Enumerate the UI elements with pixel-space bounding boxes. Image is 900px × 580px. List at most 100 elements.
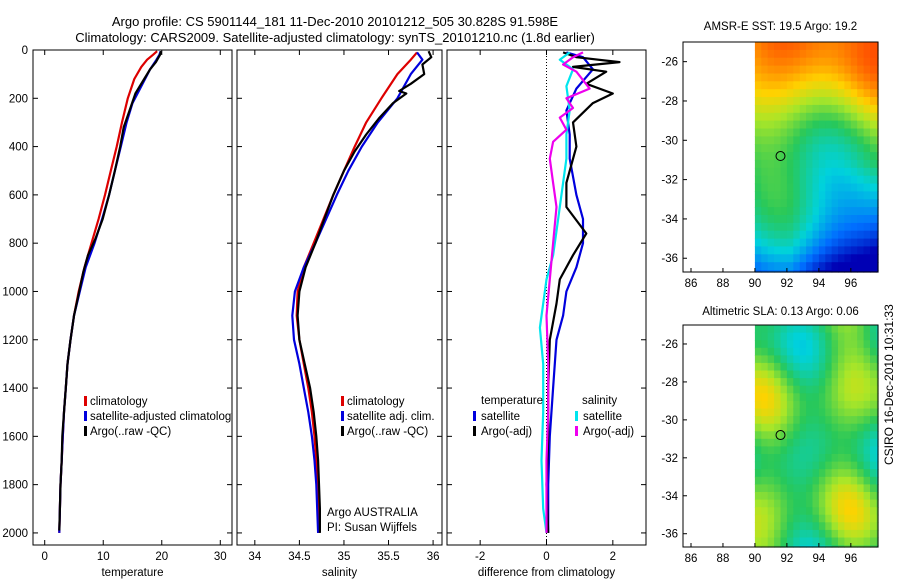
heat-cell [838, 152, 845, 161]
heat-cell [863, 215, 871, 224]
y-tick-label: -32 [661, 175, 678, 187]
heat-cell [774, 112, 782, 122]
heat-cell [806, 529, 814, 539]
heat-cell [838, 254, 845, 263]
heat-cell [838, 57, 845, 67]
heat-cell [754, 469, 762, 478]
heat-cell [812, 469, 820, 478]
heat-cell [857, 347, 865, 356]
heat-cell [761, 159, 769, 169]
heat-cell [831, 128, 839, 137]
heat-cell [799, 230, 807, 240]
heat-cell [806, 325, 814, 334]
x-tick-label: 10 [97, 551, 110, 563]
heat-cell [838, 340, 845, 349]
heat-cell [857, 97, 865, 106]
heat-cell [825, 89, 833, 98]
heat-cell [857, 507, 865, 516]
heat-cell [774, 400, 782, 410]
heat-cell [786, 507, 794, 516]
heat-cell [844, 152, 852, 161]
heat-cell [831, 222, 839, 232]
heat-cell [774, 332, 782, 341]
heat-cell [786, 254, 794, 263]
heat-cell [857, 514, 865, 523]
x-tick-label: 92 [780, 278, 793, 290]
heat-cell [780, 484, 788, 493]
heat-cell [806, 207, 814, 216]
heat-cell [780, 431, 788, 440]
heat-cell [793, 222, 801, 232]
heat-cell [774, 370, 782, 379]
heat-cell [806, 400, 814, 410]
heat-cell [838, 469, 845, 478]
heat-cell [767, 416, 775, 425]
heat-cell [825, 246, 833, 255]
heat-cell [850, 230, 858, 240]
heat-cell [780, 385, 788, 394]
heat-cell [806, 136, 814, 145]
heat-cell [767, 175, 775, 185]
heat-cell [774, 545, 782, 548]
heat-cell [857, 222, 865, 232]
heat-cell [793, 207, 801, 216]
heat-cell [831, 246, 839, 255]
heat-cell [870, 128, 877, 137]
heat-cell [870, 136, 877, 145]
heat-cell [838, 393, 845, 402]
heat-cell [774, 507, 782, 516]
heat-cell [754, 514, 762, 523]
heat-cell [863, 254, 871, 263]
heat-cell [761, 416, 769, 425]
heat-cell [825, 347, 833, 356]
heat-cell [799, 370, 807, 379]
heat-cell [831, 167, 839, 177]
heat-cell [774, 385, 782, 394]
heat-cell [774, 128, 782, 137]
heat-cell [863, 65, 871, 75]
heat-cell [799, 222, 807, 232]
heat-cell [786, 446, 794, 455]
heat-cell [831, 393, 839, 402]
heat-cell [831, 207, 839, 216]
heat-cell [799, 522, 807, 531]
heat-cell [806, 222, 814, 232]
heat-cell [831, 89, 839, 98]
heat-cell [774, 378, 782, 387]
heat-cell [793, 167, 801, 177]
heat-cell [761, 461, 769, 470]
heat-cell [831, 537, 839, 546]
heat-cell [786, 545, 794, 548]
y-tick-label: 800 [9, 238, 28, 250]
heat-cell [850, 104, 858, 114]
heat-cell [831, 476, 839, 485]
heat-cell [786, 120, 794, 130]
heat-cell [857, 191, 865, 200]
heat-cell [818, 347, 826, 356]
heat-cell [780, 207, 788, 216]
heat-cell [857, 362, 865, 372]
heat-cell [870, 438, 877, 447]
heat-cell [870, 545, 877, 548]
heat-cell [838, 49, 845, 59]
heat-cell [786, 529, 794, 539]
heat-cell [761, 507, 769, 516]
heat-cell [831, 183, 839, 192]
heat-cell [844, 355, 852, 364]
heat-cell [857, 378, 865, 387]
heat-cell [838, 65, 845, 75]
legend-header: salinity [582, 395, 617, 407]
heat-cell [774, 238, 782, 248]
heat-cell [825, 238, 833, 248]
y-tick-label: -28 [661, 96, 678, 108]
heat-cell [850, 136, 858, 145]
heat-cell [799, 49, 807, 59]
heat-cell [831, 385, 839, 394]
heat-cell [761, 408, 769, 417]
heat-cell [857, 230, 865, 240]
x-tick-label: 90 [749, 278, 762, 290]
heat-cell [761, 423, 769, 432]
heat-cell [786, 222, 794, 232]
heat-cell [774, 81, 782, 90]
heat-cell [812, 370, 820, 379]
